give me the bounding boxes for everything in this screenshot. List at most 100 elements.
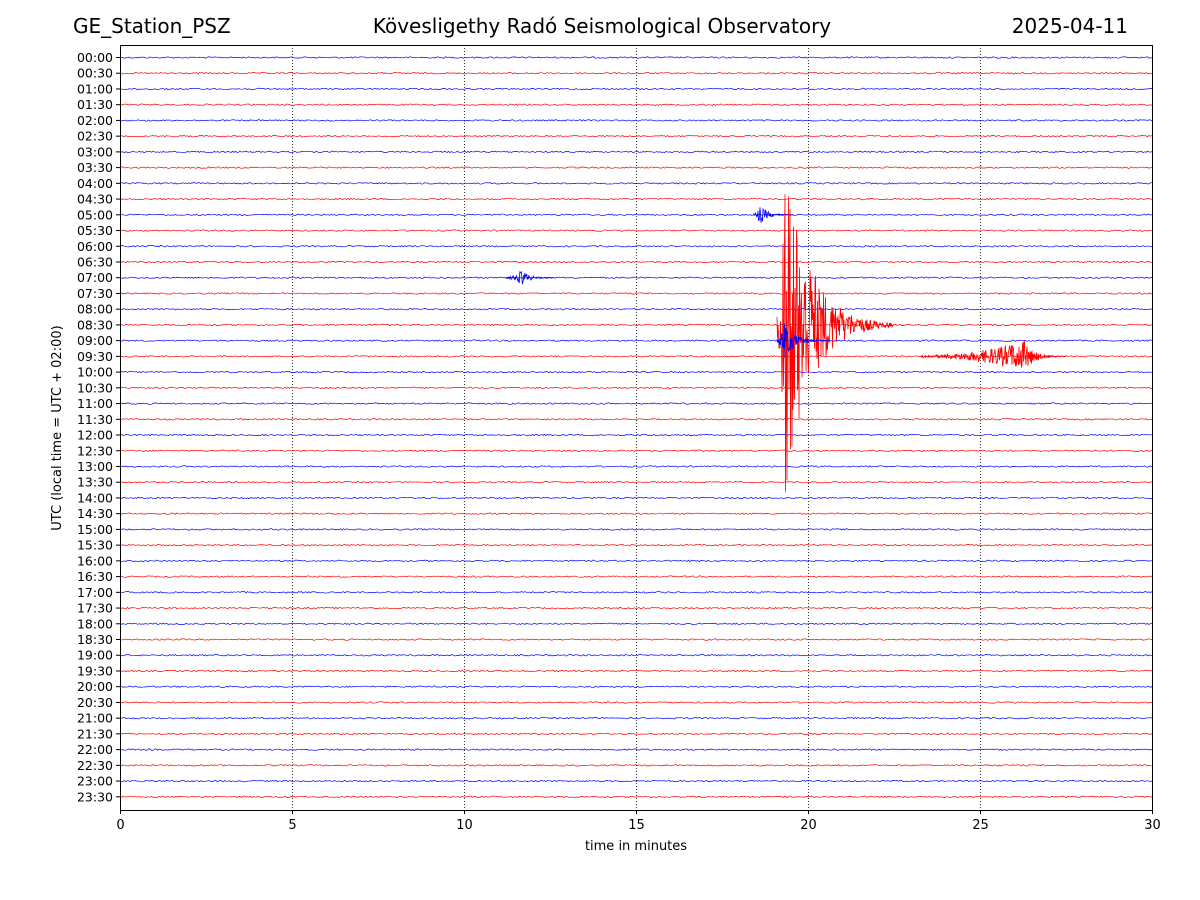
x-tick-label: 25 [972, 818, 989, 833]
trace-1900 [120, 654, 1152, 657]
y-tick-label: 06:30 [77, 254, 113, 269]
trace-1300 [120, 465, 1152, 468]
trace-1730 [120, 606, 1152, 610]
chart-date: 2025-04-11 [1011, 14, 1128, 38]
seismic-event-0500 [752, 207, 795, 223]
chart-title: Kövesligethy Radó Seismological Observat… [372, 14, 832, 38]
y-tick-label: 04:00 [77, 176, 113, 191]
y-tick-label: 09:00 [77, 333, 113, 348]
y-tick-label: 12:30 [77, 443, 113, 458]
trace-0600 [120, 245, 1152, 248]
y-tick-label: 19:30 [77, 663, 113, 678]
x-tick-label: 0 [116, 818, 124, 833]
y-tick-label: 16:00 [77, 553, 113, 568]
y-tick-label: 05:30 [77, 223, 113, 238]
seismic-event-0700 [505, 270, 554, 285]
trace-1130 [120, 418, 1152, 421]
x-tick-label: 5 [288, 818, 296, 833]
seismic-event-0830 [776, 194, 894, 493]
y-tick-label: 09:30 [77, 349, 113, 364]
y-tick-label: 01:00 [77, 81, 113, 96]
y-tick-label: 00:00 [77, 50, 113, 65]
y-tick-label: 06:00 [77, 239, 113, 254]
y-tick-label: 10:00 [77, 365, 113, 380]
y-axis-ticks: 00:0000:3001:0001:3002:0002:3003:0003:30… [77, 50, 120, 804]
trace-1800 [120, 622, 1152, 625]
y-tick-label: 17:00 [77, 585, 113, 600]
trace-1330 [120, 481, 1152, 484]
y-tick-label: 11:30 [77, 412, 113, 427]
trace-2100 [120, 716, 1152, 720]
trace-1100 [120, 402, 1152, 405]
trace-0530 [120, 229, 1152, 232]
trace-0230 [120, 134, 1152, 138]
x-tick-label: 10 [456, 818, 473, 833]
y-tick-label: 18:00 [77, 616, 113, 631]
y-tick-label: 20:00 [77, 679, 113, 694]
y-tick-label: 07:00 [77, 270, 113, 285]
y-tick-label: 04:30 [77, 192, 113, 207]
y-tick-label: 14:30 [77, 506, 113, 521]
y-tick-label: 10:30 [77, 380, 113, 395]
y-tick-label: 08:30 [77, 317, 113, 332]
y-tick-label: 23:00 [77, 774, 113, 789]
trace-0200 [120, 119, 1152, 122]
trace-0930 [120, 355, 1152, 358]
y-tick-label: 19:00 [77, 648, 113, 663]
trace-0900 [120, 339, 1152, 342]
trace-2200 [120, 748, 1152, 751]
y-tick-label: 22:30 [77, 758, 113, 773]
trace-0500 [120, 213, 1152, 216]
y-tick-label: 12:00 [77, 428, 113, 443]
trace-1430 [120, 512, 1152, 515]
y-tick-label: 15:30 [77, 538, 113, 553]
trace-1530 [120, 543, 1152, 547]
y-tick-label: 03:00 [77, 144, 113, 159]
y-axis-label: UTC (local time = UTC + 02:00) [50, 325, 65, 530]
y-tick-label: 22:00 [77, 742, 113, 757]
trace-rows [120, 56, 1152, 799]
trace-1030 [120, 386, 1152, 390]
x-tick-label: 30 [1144, 818, 1161, 833]
y-tick-label: 23:30 [77, 789, 113, 804]
trace-0430 [120, 197, 1152, 201]
trace-0100 [120, 87, 1152, 91]
seismic-event-0900 [776, 323, 829, 358]
trace-1000 [120, 370, 1152, 374]
trace-1630 [120, 575, 1152, 578]
x-axis-label: time in minutes [585, 839, 687, 854]
trace-0000 [120, 56, 1152, 59]
trace-0630 [120, 260, 1152, 264]
x-tick-label: 15 [628, 818, 645, 833]
plot-background [120, 45, 1152, 810]
y-tick-label: 05:00 [77, 207, 113, 222]
trace-1600 [120, 559, 1152, 563]
trace-0300 [120, 150, 1152, 154]
trace-2300 [120, 779, 1152, 783]
trace-1230 [120, 449, 1152, 452]
y-tick-label: 08:00 [77, 302, 113, 317]
y-tick-label: 21:30 [77, 726, 113, 741]
y-tick-label: 20:30 [77, 695, 113, 710]
trace-1400 [120, 496, 1152, 500]
y-tick-label: 02:30 [77, 129, 113, 144]
trace-2030 [120, 701, 1152, 704]
trace-1930 [120, 669, 1152, 673]
y-tick-label: 13:30 [77, 475, 113, 490]
trace-1500 [120, 528, 1152, 531]
y-tick-label: 01:30 [77, 97, 113, 112]
trace-2330 [120, 795, 1152, 799]
trace-1200 [120, 433, 1152, 437]
station-name: GE_Station_PSZ [73, 14, 231, 38]
trace-0130 [120, 103, 1152, 106]
trace-1830 [120, 638, 1152, 641]
x-axis-ticks: 0 5 10 15 20 25 30 [116, 810, 1161, 833]
y-tick-label: 18:30 [77, 632, 113, 647]
y-tick-label: 11:00 [77, 396, 113, 411]
y-tick-label: 17:30 [77, 601, 113, 616]
trace-1700 [120, 591, 1152, 594]
y-tick-label: 07:30 [77, 286, 113, 301]
seismic-event-0930 [921, 341, 1066, 368]
y-tick-label: 13:00 [77, 459, 113, 474]
